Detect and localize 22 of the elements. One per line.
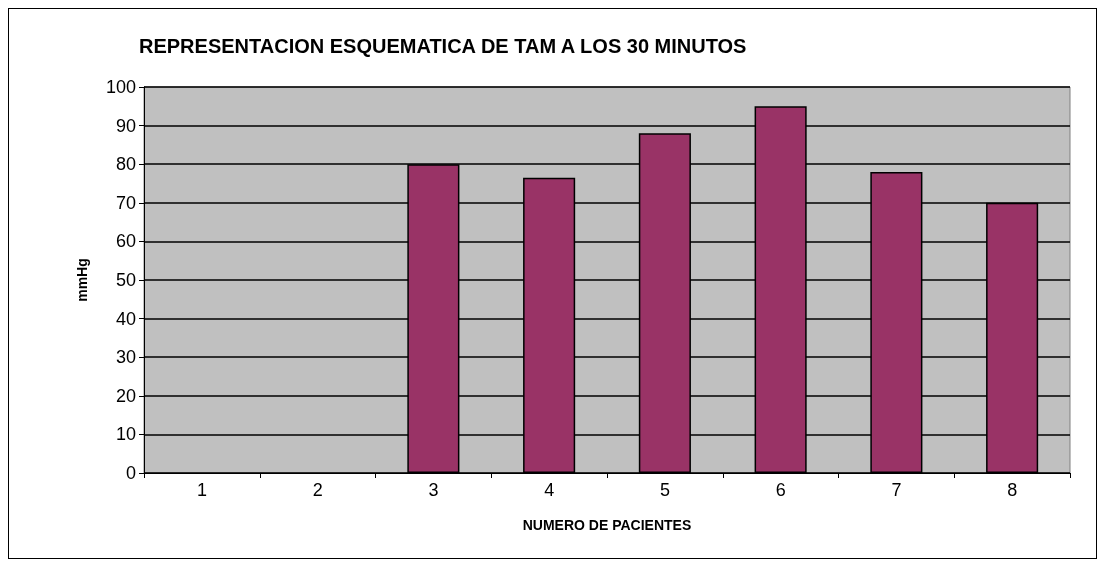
chart-title: REPRESENTACION ESQUEMATICA DE TAM A LOS 30 MINUTOS [139, 35, 747, 57]
y-tick-label: 80 [115, 154, 136, 175]
x-tick-label: 5 [659, 480, 670, 500]
y-tick-label: 60 [115, 231, 136, 252]
x-tick-label: 8 [1007, 480, 1018, 500]
y-tick-label: 30 [115, 347, 136, 368]
y-tick-label: 20 [115, 385, 136, 406]
x-tick-label: 7 [891, 480, 902, 500]
y-tick-label: 100 [105, 77, 136, 97]
x-tick-label: 1 [196, 480, 207, 500]
y-axis-title: mmHg [74, 258, 90, 302]
y-tick-label: 10 [115, 424, 136, 445]
y-tick-label: 40 [115, 308, 136, 329]
x-tick-label: 3 [428, 480, 439, 500]
x-tick-label: 6 [775, 480, 786, 500]
x-axis-title: NUMERO DE PACIENTES [522, 517, 692, 533]
y-tick-label: 70 [115, 192, 136, 213]
y-tick-label: 90 [115, 115, 136, 136]
x-tick-label: 2 [312, 480, 323, 500]
y-tick-label: 50 [115, 270, 136, 290]
y-tick-label: 0 [125, 463, 136, 483]
x-tick-label: 4 [544, 480, 555, 500]
